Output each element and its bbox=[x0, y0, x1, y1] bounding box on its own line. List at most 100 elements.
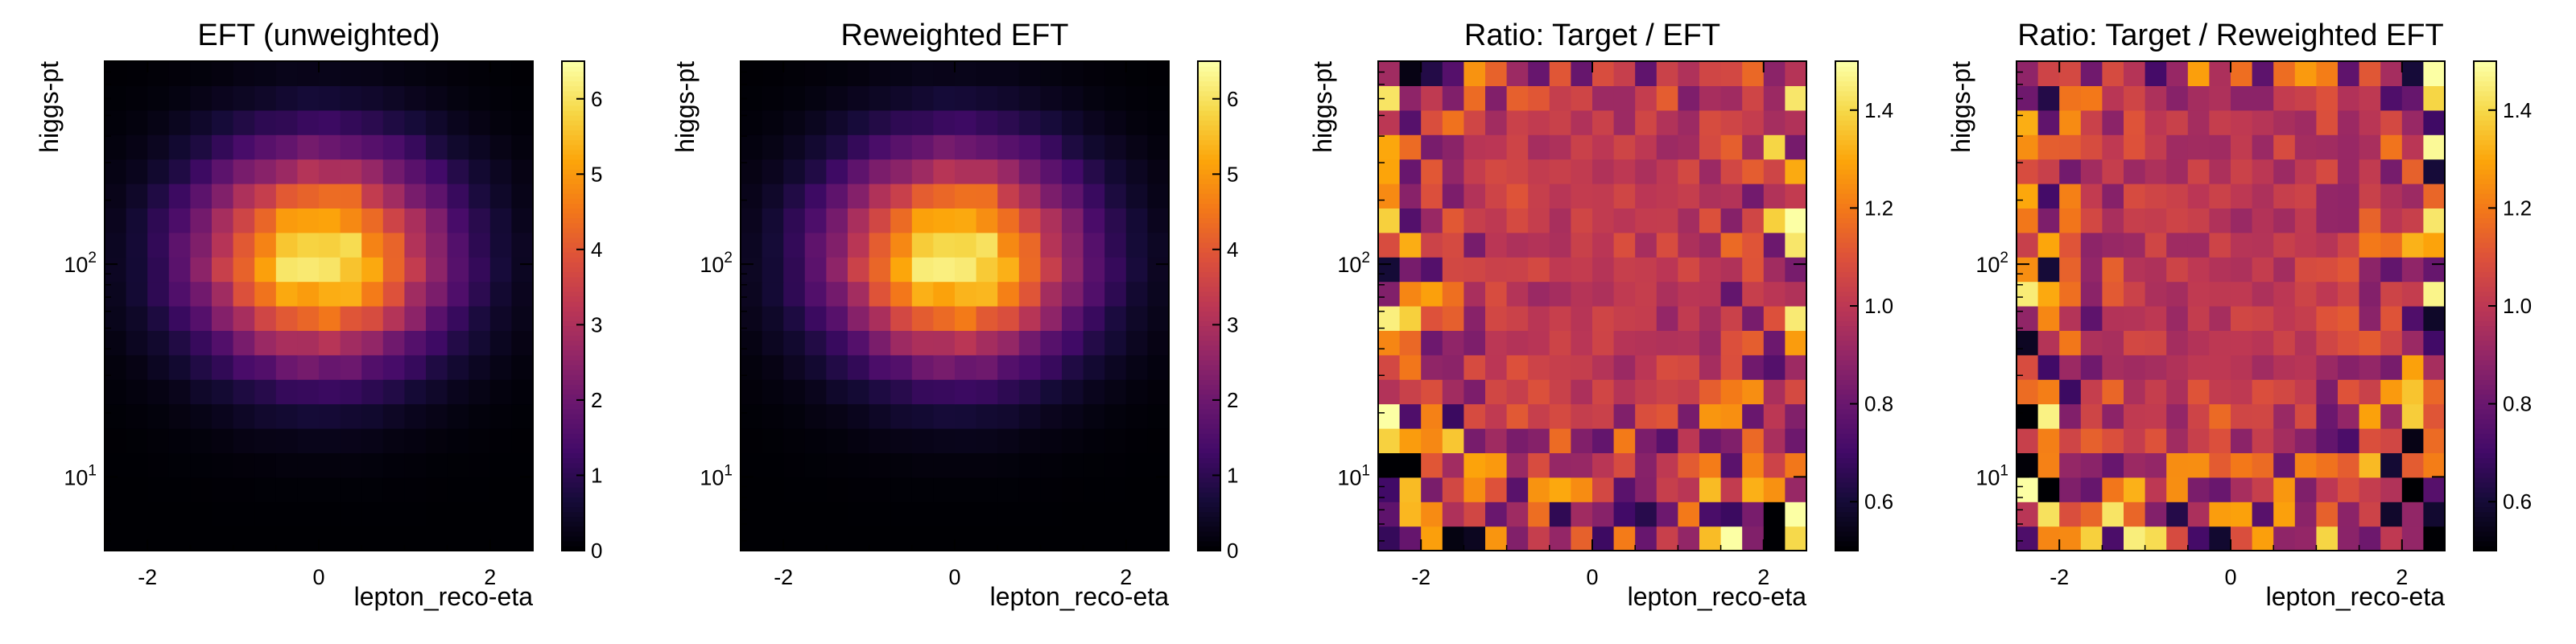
heatmap-cell bbox=[848, 208, 870, 233]
colorbar-band bbox=[562, 389, 584, 395]
heatmap-cell bbox=[489, 61, 512, 86]
heatmap-cell bbox=[361, 306, 384, 331]
heatmap-cell bbox=[1399, 379, 1422, 405]
heatmap-cell bbox=[911, 330, 934, 356]
heatmap-cell bbox=[1699, 208, 1722, 233]
heatmap-cell bbox=[1040, 502, 1063, 527]
heatmap-cell bbox=[1656, 306, 1678, 331]
heatmap-cell bbox=[2102, 109, 2124, 135]
colorbar-band bbox=[1835, 379, 1858, 386]
heatmap-cell bbox=[1421, 257, 1443, 283]
colorbar-band bbox=[2474, 530, 2496, 537]
heatmap-cell bbox=[804, 281, 827, 307]
heatmap-cell bbox=[2401, 403, 2424, 429]
heatmap-cell bbox=[447, 428, 469, 453]
heatmap-cell bbox=[1613, 526, 1636, 551]
heatmap-cell bbox=[741, 330, 763, 356]
heatmap-cell bbox=[1571, 330, 1593, 356]
heatmap-cell bbox=[275, 428, 298, 453]
heatmap-cell bbox=[783, 109, 806, 135]
colorbar-band bbox=[1835, 354, 1858, 361]
heatmap-cell bbox=[2080, 159, 2103, 184]
heatmap-cell bbox=[741, 208, 763, 233]
heatmap-cell bbox=[1549, 281, 1571, 307]
heatmap-cell bbox=[955, 184, 977, 208]
heatmap-cell bbox=[1528, 477, 1550, 502]
heatmap-cell bbox=[1506, 379, 1529, 405]
colorbar-band bbox=[1835, 335, 1858, 341]
heatmap-cell bbox=[804, 184, 827, 208]
colorbar-band bbox=[562, 109, 584, 116]
heatmap-cell bbox=[1592, 403, 1615, 429]
heatmap-cell bbox=[1656, 428, 1678, 453]
heatmap-cell bbox=[233, 109, 255, 135]
heatmap-cell bbox=[2252, 502, 2274, 527]
colorbar-band bbox=[1835, 526, 1858, 532]
heatmap-cell bbox=[1571, 109, 1593, 135]
heatmap-cell bbox=[2145, 526, 2167, 551]
heatmap-cell bbox=[890, 428, 913, 453]
heatmap-cell bbox=[168, 306, 191, 331]
heatmap-cell bbox=[2380, 159, 2403, 184]
heatmap-cell bbox=[447, 477, 469, 502]
heatmap-cell bbox=[848, 330, 870, 356]
colorbar-band bbox=[2474, 526, 2496, 532]
heatmap-cell bbox=[762, 379, 784, 405]
heatmap-cell bbox=[2316, 306, 2339, 331]
heatmap-cell bbox=[147, 184, 170, 208]
heatmap-cell bbox=[2166, 232, 2189, 258]
heatmap-cell bbox=[1699, 281, 1722, 307]
heatmap-cell bbox=[933, 61, 956, 86]
heatmap-cell bbox=[1785, 134, 1807, 160]
heatmap-cell bbox=[1528, 159, 1550, 184]
colorbar-band bbox=[562, 125, 584, 130]
heatmap-cell bbox=[2209, 354, 2231, 380]
heatmap-cell bbox=[1528, 428, 1550, 453]
heatmap-cell bbox=[212, 502, 234, 527]
heatmap-cell bbox=[2124, 85, 2146, 111]
x-tick-label: 2 bbox=[1120, 565, 1132, 589]
heatmap-cell bbox=[361, 330, 384, 356]
colorbar-band bbox=[1198, 403, 1220, 410]
heatmap-cell bbox=[1785, 502, 1807, 527]
heatmap-cell bbox=[783, 403, 806, 429]
heatmap-cell bbox=[933, 428, 956, 453]
heatmap-cell bbox=[2080, 232, 2103, 258]
colorbar-band bbox=[562, 178, 584, 184]
heatmap-cell bbox=[741, 379, 763, 405]
heatmap-cell bbox=[2338, 257, 2360, 283]
colorbar-band bbox=[1198, 184, 1220, 189]
heatmap-cell bbox=[1378, 281, 1401, 307]
colorbar-band bbox=[2474, 139, 2496, 146]
x-axis-label: lepton_reco-eta bbox=[1628, 582, 1807, 611]
heatmap-cell bbox=[361, 379, 384, 405]
colorbar-band bbox=[2474, 163, 2496, 170]
heatmap-cell bbox=[297, 428, 320, 453]
heatmap-cell bbox=[1125, 208, 1148, 233]
heatmap-cell bbox=[2124, 281, 2146, 307]
colorbar-band bbox=[1835, 217, 1858, 224]
colorbar-band bbox=[1198, 320, 1220, 327]
heatmap-cell bbox=[254, 281, 277, 307]
heatmap-cell bbox=[2166, 257, 2189, 283]
heatmap-cell bbox=[1720, 281, 1743, 307]
heatmap-cell bbox=[2166, 354, 2189, 380]
heatmap-cell bbox=[976, 403, 998, 429]
colorbar-band bbox=[1835, 359, 1858, 365]
heatmap-cell bbox=[190, 257, 213, 283]
heatmap-cell bbox=[1571, 134, 1593, 160]
colorbar-band bbox=[1198, 276, 1220, 283]
colorbar-band bbox=[1835, 154, 1858, 160]
colorbar-band bbox=[1198, 325, 1220, 332]
colorbar-band bbox=[1835, 511, 1858, 518]
colorbar-band bbox=[562, 90, 584, 97]
heatmap-cell bbox=[447, 109, 469, 135]
heatmap-cell bbox=[997, 354, 1020, 380]
heatmap-cell bbox=[2102, 477, 2124, 502]
heatmap-cell bbox=[976, 85, 998, 111]
colorbar-band bbox=[1835, 452, 1858, 459]
heatmap-cell bbox=[2359, 330, 2381, 356]
heatmap-cell bbox=[869, 379, 891, 405]
heatmap-cell bbox=[2037, 281, 2060, 307]
colorbar-band bbox=[562, 457, 584, 464]
